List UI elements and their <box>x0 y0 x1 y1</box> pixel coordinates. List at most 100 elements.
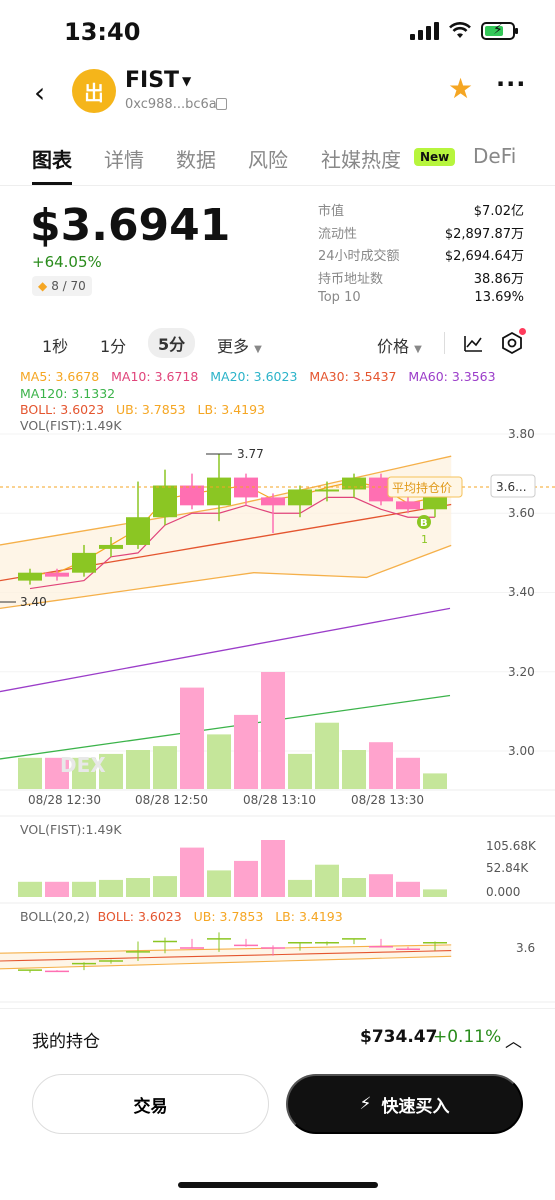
risk-score-badge[interactable]: ◆ 8 / 70 <box>32 276 92 296</box>
y-axis-tick: 3.60 <box>508 506 535 520</box>
notification-dot <box>519 328 526 335</box>
more-icon[interactable]: ··· <box>496 70 527 98</box>
tab-chart[interactable]: 图表 <box>32 148 72 172</box>
ma120-legend: MA120: 3.1332 <box>20 386 116 401</box>
boll-axis-tick: 3.6 <box>516 941 535 955</box>
candle-body <box>396 501 420 510</box>
interval-1m[interactable]: 1分 <box>100 337 127 356</box>
token-switch-caret-icon[interactable]: ▼ <box>182 74 192 88</box>
sub-volume-bar <box>72 881 96 897</box>
volume-bar <box>126 750 150 789</box>
interval-1s[interactable]: 1秒 <box>42 337 69 356</box>
volume-bar <box>45 757 69 789</box>
candle-body <box>153 485 177 518</box>
ma60-line <box>0 607 451 693</box>
status-time: 13:40 <box>64 18 141 46</box>
candle-body <box>72 552 96 573</box>
sub-volume-bar <box>45 881 69 897</box>
ma-legend: MA5: 3.6678 MA10: 3.6718 MA20: 3.6023 MA… <box>20 369 496 384</box>
trade-button[interactable]: 交易 <box>32 1074 269 1134</box>
holdings-label: 我的持仓 <box>32 1032 100 1052</box>
x-axis-tick: 08/28 13:10 <box>243 793 316 807</box>
sub-volume-bar <box>261 840 285 897</box>
sub-volume-bar <box>234 860 258 897</box>
price-toggle[interactable]: 价格 ▼ <box>377 337 422 356</box>
copy-icon[interactable] <box>216 98 227 110</box>
x-axis-tick: 08/28 13:30 <box>351 793 424 807</box>
stat-row: 持币地址数 38.86万 <box>318 271 524 287</box>
sub-volume-bar <box>180 847 204 897</box>
token-address: 0xc988...bc6a <box>125 97 217 112</box>
low-marker: 3.40 <box>20 595 47 609</box>
candle-body <box>180 485 204 506</box>
candle-body <box>99 544 123 549</box>
candle-body <box>261 497 285 506</box>
token-header: ‹ 岀 FIST ▼ 0xc988...bc6a ★ ··· <box>0 66 555 126</box>
chart-area[interactable]: 平均持仓价 3.6... 3.77 3.40 B 1 DEX 3.80 3.60 3.40 3.20… <box>0 366 555 1006</box>
price-chart[interactable]: 平均持仓价 3.6... 3.77 3.40 B 1 DEX 3.80 3.60 3.40 3.20… <box>0 366 555 1006</box>
volume-bar <box>18 757 42 789</box>
volume-bar <box>153 746 177 789</box>
high-marker: 3.77 <box>237 447 264 461</box>
stat-row: 市值 $7.02亿 <box>318 204 524 219</box>
chevron-down-icon: ▼ <box>254 344 262 355</box>
stat-row: 流动性 $2,897.87万 <box>318 226 524 242</box>
status-bar: 13:40 ⚡ <box>0 0 555 66</box>
back-icon[interactable]: ‹ <box>34 76 46 109</box>
candle-body <box>126 517 150 545</box>
y-axis-tick: 3.80 <box>508 427 535 441</box>
ma120-line <box>0 694 451 760</box>
holdings-row[interactable]: 我的持仓 $734.47 +0.11% ︿ <box>0 1008 555 1068</box>
divider <box>444 332 445 354</box>
vol-axis-tick: 105.68K <box>486 839 537 853</box>
interval-5m[interactable]: 5分 <box>148 328 196 358</box>
candle-body <box>45 572 69 577</box>
wifi-icon <box>449 22 471 38</box>
tab-details[interactable]: 详情 <box>104 148 144 172</box>
status-icons: ⚡ <box>410 22 518 40</box>
sub-volume-bar <box>18 881 42 897</box>
chevron-up-icon[interactable]: ︿ <box>505 1032 522 1052</box>
tab-defi[interactable]: DeFi <box>473 144 517 168</box>
x-axis-tick: 08/28 12:50 <box>135 793 208 807</box>
sub-boll-fill <box>0 944 452 969</box>
volume-bar <box>342 750 366 789</box>
tab-active-underline <box>32 182 72 185</box>
battery-icon: ⚡ <box>481 22 518 40</box>
ma5-line <box>29 480 436 576</box>
boll-lower-line <box>0 544 452 609</box>
candle-body <box>315 489 339 492</box>
volume-bar <box>207 734 231 789</box>
token-logo: 岀 <box>72 69 116 113</box>
avg-cost-tag <box>387 476 463 498</box>
signal-icon <box>410 22 439 40</box>
interval-more[interactable]: 更多 ▼ <box>217 337 262 356</box>
settings-icon[interactable] <box>500 331 524 355</box>
diamond-icon: ◆ <box>38 279 48 293</box>
volume-bar <box>99 753 123 789</box>
sub-volume-bar <box>99 879 123 897</box>
volume-bar <box>234 714 258 789</box>
tab-risk[interactable]: 风险 <box>248 148 288 172</box>
lightning-icon: ⚡ <box>359 1094 372 1114</box>
token-name[interactable]: FIST <box>125 68 180 93</box>
favorite-star-icon[interactable]: ★ <box>448 72 474 105</box>
holdings-value: $734.47 <box>360 1027 438 1047</box>
sub-volume-bar <box>369 874 393 897</box>
tab-social[interactable]: 社媒热度 <box>321 148 401 172</box>
candle-body <box>207 477 231 506</box>
current-price-tag-label: 3.6... <box>496 480 527 494</box>
sub-volume-bar <box>288 879 312 897</box>
candle-body <box>288 489 312 506</box>
current-price-tag <box>490 474 536 498</box>
y-axis-tick: 3.00 <box>508 744 535 758</box>
indicator-icon[interactable] <box>462 332 484 354</box>
sub-volume-bar <box>342 878 366 897</box>
sub-volume-bar <box>126 878 150 897</box>
tab-data[interactable]: 数据 <box>176 148 216 172</box>
volume-bar <box>369 742 393 789</box>
interval-bar: 1秒 1分 5分 更多 ▼ 价格 ▼ <box>0 326 555 362</box>
avg-cost-label: 平均持仓价 <box>392 480 452 495</box>
quick-buy-button[interactable]: ⚡ 快速买入 <box>286 1074 523 1134</box>
candle-body <box>18 572 42 581</box>
